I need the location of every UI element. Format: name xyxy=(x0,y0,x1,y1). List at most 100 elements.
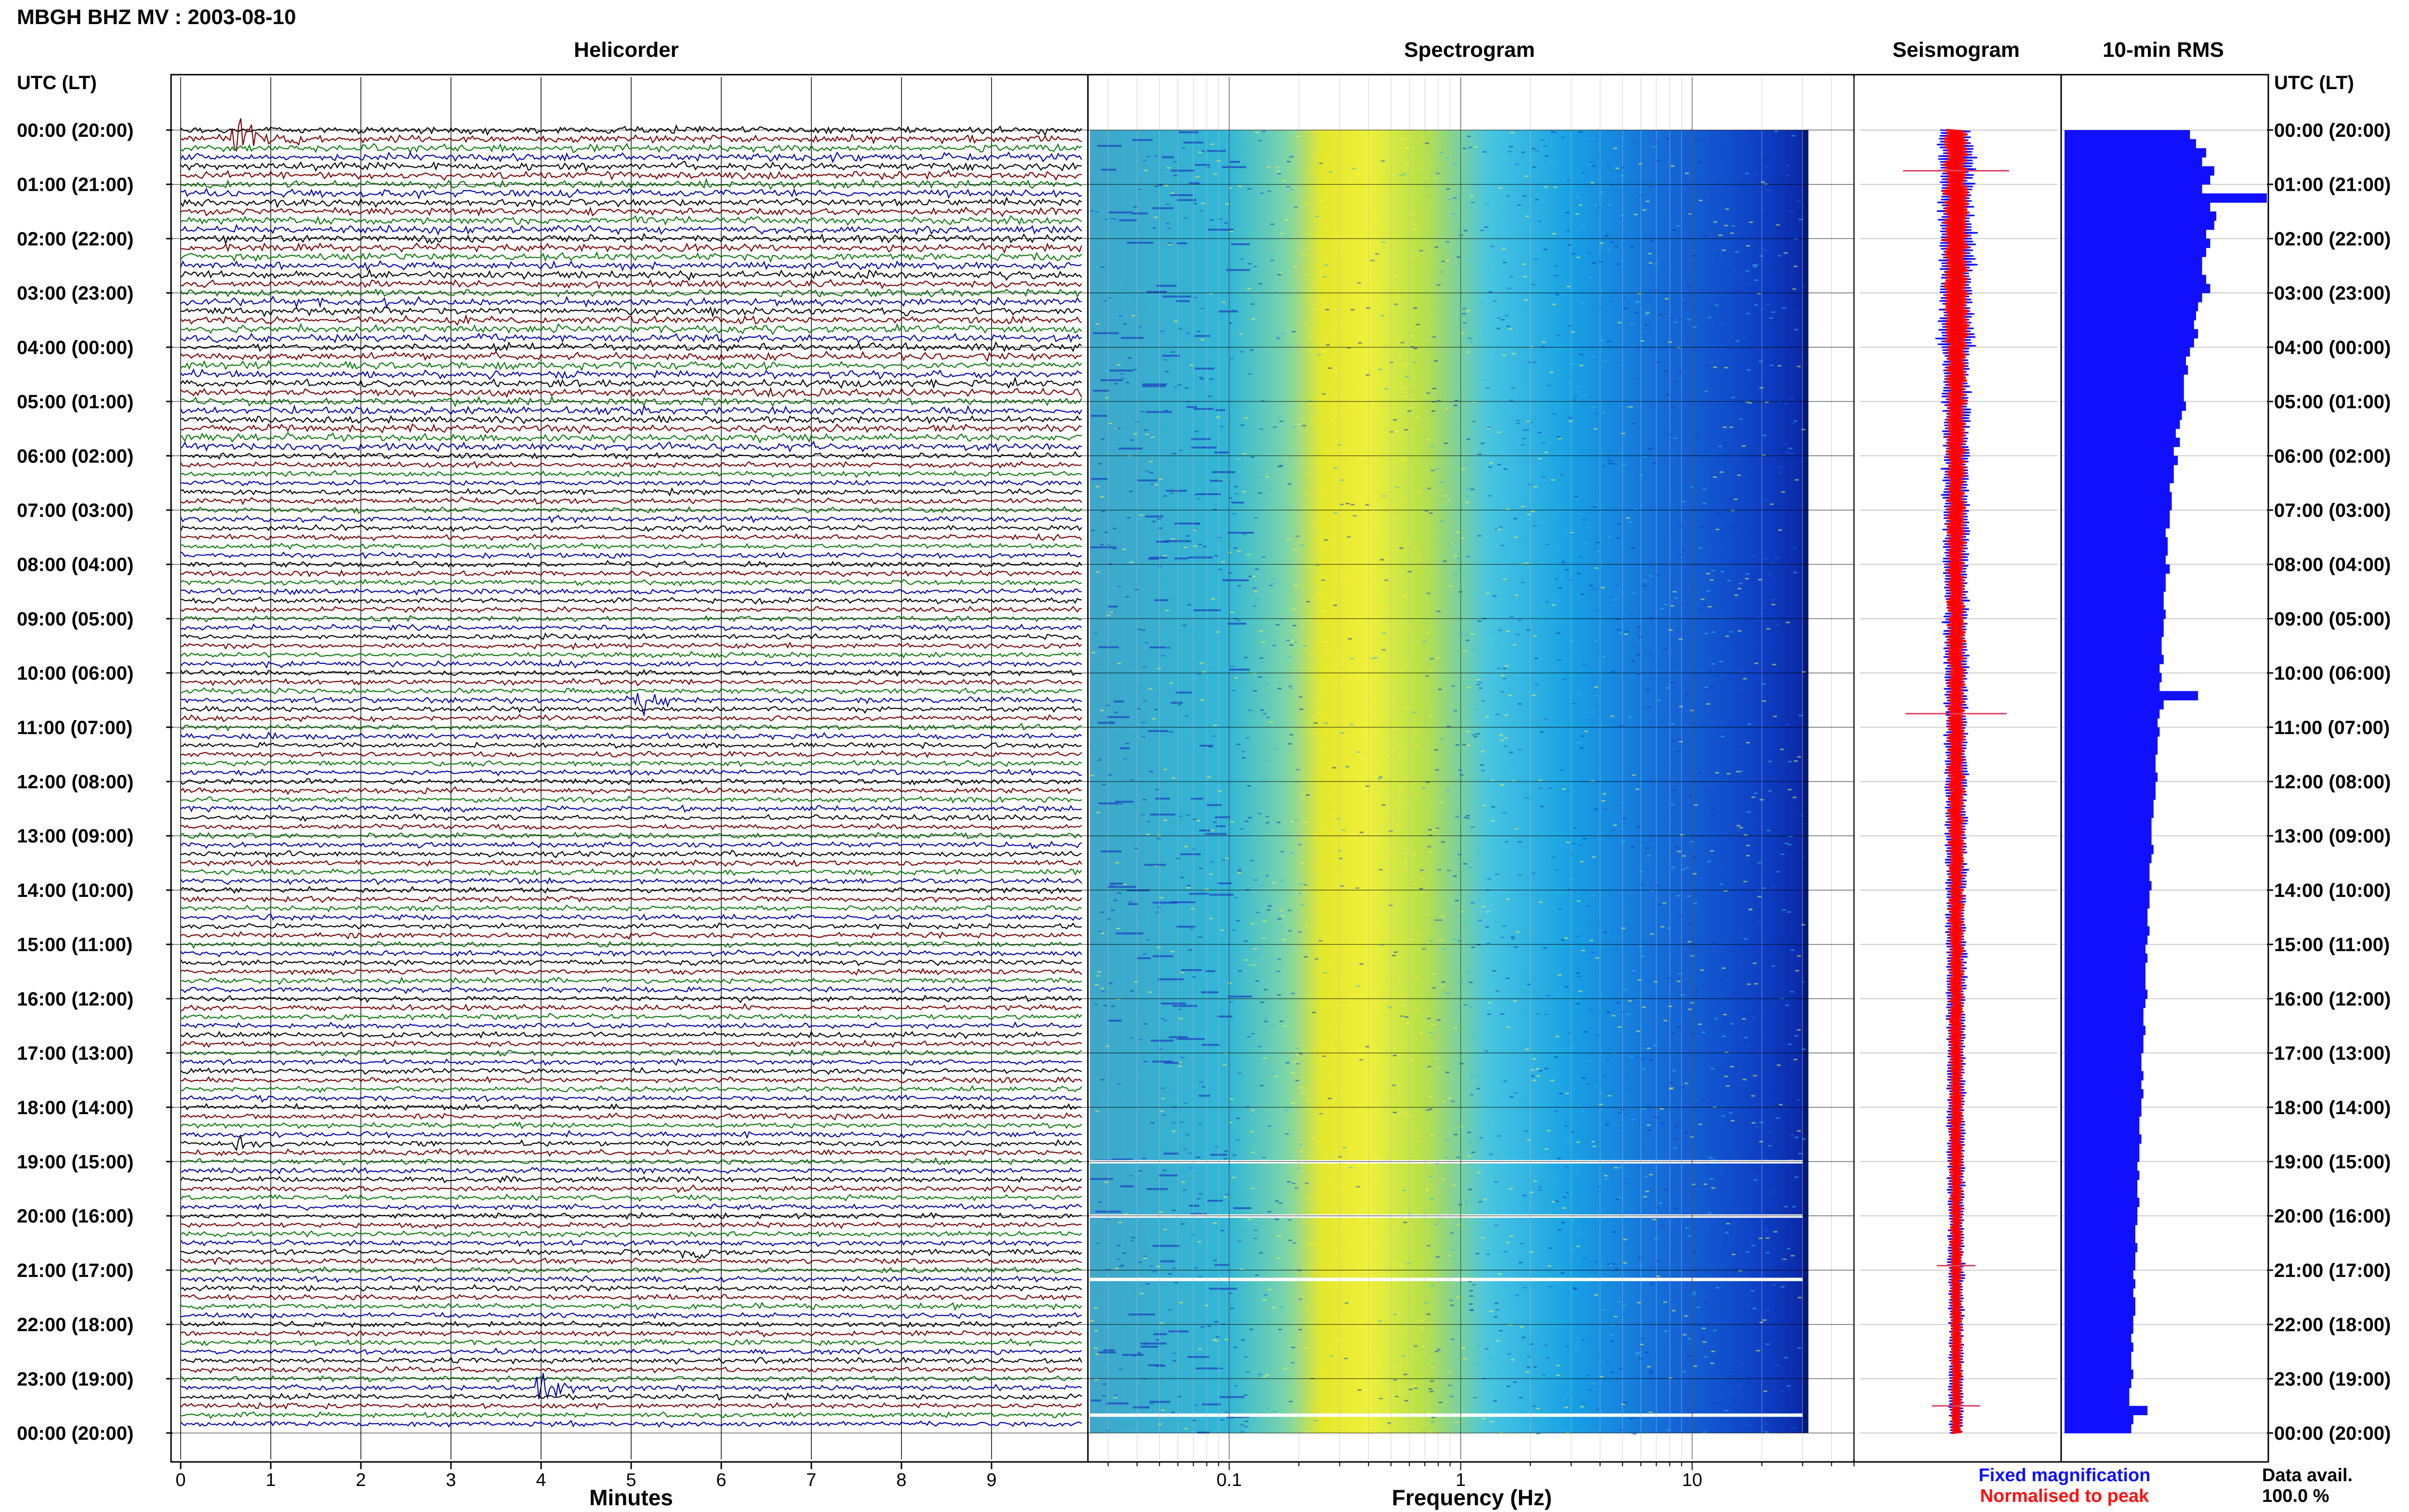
helicorder-trace xyxy=(180,1112,1082,1121)
spectrogram-speckle xyxy=(1232,529,1237,531)
spectrogram-speckle xyxy=(1456,1223,1461,1225)
spectrogram-speckle xyxy=(1766,829,1771,831)
spectrogram-speckle xyxy=(1459,234,1463,236)
spectrogram-speckle xyxy=(1734,290,1739,292)
spectrogram-speckle xyxy=(1756,617,1760,619)
spectrogram-speckle xyxy=(1414,228,1418,230)
spectrogram-speckle xyxy=(1125,742,1129,744)
spectrogram-speckle xyxy=(1429,1175,1433,1177)
spectrogram-speckle xyxy=(1551,131,1555,132)
spectrogram-speckle xyxy=(1642,1108,1646,1110)
helicorder-trace xyxy=(180,1338,1082,1347)
spectrogram-speckle xyxy=(1328,797,1333,799)
spectrogram-speckle xyxy=(1586,526,1590,528)
spectrogram-speckle xyxy=(1744,1080,1748,1082)
helicorder-trace xyxy=(180,615,1082,623)
spectrogram-speckle xyxy=(1618,1167,1622,1169)
spectrogram-speckle xyxy=(1385,784,1389,786)
spectrogram-speckle xyxy=(1488,1375,1493,1376)
spectrogram-speckle xyxy=(1341,1031,1346,1033)
spectrogram-speckle xyxy=(1583,1031,1588,1033)
spectrogram-speckle xyxy=(1328,386,1332,388)
rms-bar xyxy=(2065,600,2164,610)
spectrogram-speckle xyxy=(1312,1012,1316,1013)
seismogram-title: Seismogram xyxy=(1893,38,2020,62)
spectrogram-speckle xyxy=(1572,1287,1576,1289)
spectrogram-speckle xyxy=(1618,218,1623,220)
spectrogram-speckle xyxy=(1706,573,1710,575)
spectrogram-speckle xyxy=(1594,567,1599,569)
spectrogram-speckle xyxy=(1250,1176,1255,1178)
helicorder-trace xyxy=(180,1135,1082,1152)
spectrogram-speckle xyxy=(1356,985,1360,987)
spectrogram-speckle xyxy=(1163,819,1167,821)
spectrogram-speckle xyxy=(1107,297,1111,299)
spectrogram-speckle xyxy=(1546,1357,1550,1359)
spectrogram-speckle xyxy=(1699,608,1703,610)
spectrogram-speckle xyxy=(1623,1402,1627,1404)
spectrogram-speckle xyxy=(1478,453,1482,455)
spectrogram-speckle xyxy=(1096,1242,1100,1244)
spectrogram-speckle xyxy=(1762,1319,1767,1321)
spectrogram-speckle xyxy=(1462,650,1467,652)
spectrogram-speckle xyxy=(1275,1200,1279,1202)
time-label-right: 01:00 (21:00) xyxy=(2274,174,2391,196)
spectrogram-speckle xyxy=(1330,536,1334,538)
spectrogram-speckle xyxy=(1368,1351,1372,1353)
spectrogram-speckle xyxy=(1451,685,1455,687)
spectrogram-speckle xyxy=(1796,1099,1800,1101)
spectrogram-speckle xyxy=(1294,641,1298,643)
spectrogram-speckle xyxy=(1700,969,1704,971)
spectrogram-streak xyxy=(1144,864,1166,866)
spectrogram-speckle xyxy=(1152,420,1156,421)
spectrogram-speckle xyxy=(1790,1255,1795,1257)
spectrogram-speckle xyxy=(1232,1154,1237,1156)
spectrogram-speckle xyxy=(1654,263,1658,265)
spectrogram-speckle xyxy=(1316,712,1321,714)
rms-bar xyxy=(2065,1170,2140,1180)
spectrogram-speckle xyxy=(1325,350,1330,351)
spectrogram-gap xyxy=(1090,1277,1803,1281)
spectrogram-streak xyxy=(1152,901,1179,904)
spectrogram-speckle xyxy=(1610,595,1614,597)
helicorder-trace xyxy=(180,306,1082,318)
spectrogram-speckle xyxy=(1711,785,1715,787)
helicorder-trace xyxy=(180,632,1082,641)
spectrogram-speckle xyxy=(1172,1267,1176,1269)
spectrogram-speckle xyxy=(1343,853,1348,855)
spectrogram-speckle xyxy=(1797,1029,1801,1031)
spectrogram-speckle xyxy=(1739,1399,1743,1401)
spectrogram-streak xyxy=(1146,1188,1168,1190)
spectrogram-speckle xyxy=(1198,151,1202,153)
spectrogram-speckle xyxy=(1193,1404,1198,1406)
spectrogram-speckle xyxy=(1434,360,1438,362)
time-label-right: 19:00 (15:00) xyxy=(2274,1151,2391,1172)
spectrogram-speckle xyxy=(1752,555,1757,557)
spectrogram-speckle xyxy=(1604,1178,1608,1180)
spectrogram-speckle xyxy=(1269,585,1273,587)
spectrogram-speckle xyxy=(1245,1205,1249,1207)
helicorder-trace xyxy=(180,404,1082,417)
spectrogram-speckle xyxy=(1511,353,1516,355)
spectrogram-speckle xyxy=(1324,339,1328,341)
spectrogram-speckle xyxy=(1751,1122,1756,1124)
spectrogram-speckle xyxy=(1388,1007,1392,1008)
spectrogram-speckle xyxy=(1271,239,1275,241)
spectrogram-streak xyxy=(1168,1036,1189,1039)
spectrogram-speckle xyxy=(1104,1181,1108,1183)
spectrogram-speckle xyxy=(1322,393,1326,395)
spectrogram-speckle xyxy=(1674,737,1678,739)
spectrogram-speckle xyxy=(1605,1361,1610,1363)
spectrogram-speckle xyxy=(1476,184,1480,186)
spectrogram-speckle xyxy=(1261,937,1266,939)
time-label-right: 06:00 (02:00) xyxy=(2274,446,2391,467)
spectrogram-speckle xyxy=(1431,1417,1436,1419)
helicorder-trace xyxy=(180,143,1082,154)
spectrogram-streak xyxy=(1113,700,1124,703)
spectrogram-speckle xyxy=(1224,420,1229,422)
spectrogram-speckle xyxy=(1253,948,1257,950)
spectrogram-speckle xyxy=(1337,878,1341,880)
spectrogram-speckle xyxy=(1558,587,1562,589)
spectrogram-speckle xyxy=(1154,155,1158,157)
spectrogram-speckle xyxy=(1629,604,1634,606)
